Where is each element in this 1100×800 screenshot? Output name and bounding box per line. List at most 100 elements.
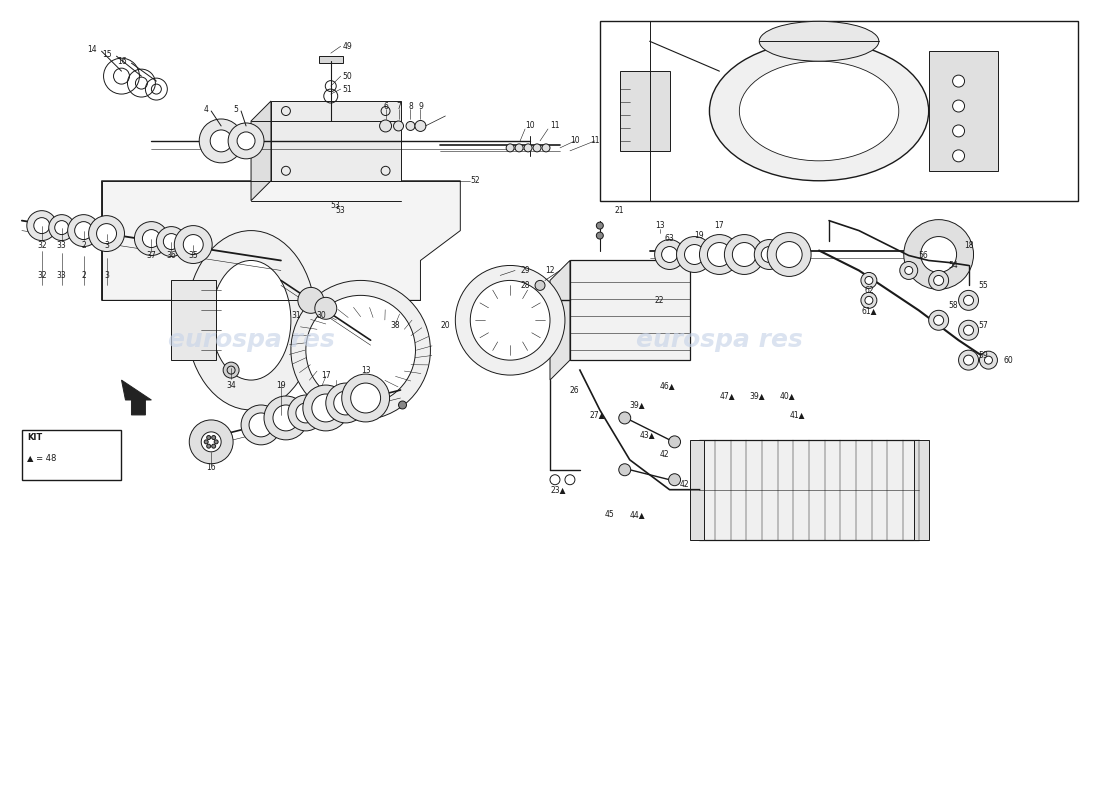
- Circle shape: [767, 233, 811, 277]
- Circle shape: [684, 245, 704, 265]
- Text: eurospa res: eurospa res: [636, 328, 803, 352]
- Text: 21: 21: [615, 206, 625, 215]
- Bar: [700, 440, 918, 539]
- Text: 32: 32: [37, 241, 46, 250]
- Text: 10: 10: [525, 122, 535, 130]
- Circle shape: [761, 246, 778, 262]
- Circle shape: [904, 220, 974, 290]
- Circle shape: [97, 224, 117, 243]
- Circle shape: [75, 222, 92, 239]
- Circle shape: [596, 222, 603, 229]
- Text: 52: 52: [471, 176, 480, 186]
- Circle shape: [306, 295, 416, 405]
- Bar: [172, 281, 217, 360]
- Circle shape: [953, 75, 965, 87]
- Text: 42: 42: [660, 450, 669, 459]
- Text: 37: 37: [146, 251, 156, 260]
- Circle shape: [210, 130, 232, 152]
- Circle shape: [953, 100, 965, 112]
- Circle shape: [725, 234, 764, 274]
- Circle shape: [142, 230, 161, 247]
- Text: 61▲: 61▲: [861, 306, 877, 315]
- Circle shape: [535, 281, 544, 290]
- Circle shape: [326, 383, 365, 423]
- Circle shape: [264, 396, 308, 440]
- Bar: [570, 261, 690, 360]
- Text: 63: 63: [664, 234, 674, 243]
- Text: 8: 8: [408, 102, 412, 110]
- Circle shape: [953, 125, 965, 137]
- Circle shape: [207, 444, 211, 448]
- Circle shape: [661, 246, 678, 262]
- Text: 11: 11: [590, 137, 600, 146]
- Text: 26: 26: [570, 386, 580, 394]
- Text: 16: 16: [207, 463, 216, 472]
- Text: 34: 34: [227, 381, 236, 390]
- Text: 51: 51: [343, 85, 352, 94]
- Text: 32: 32: [37, 271, 46, 280]
- Text: 29: 29: [520, 266, 530, 275]
- Text: 46▲: 46▲: [660, 381, 675, 390]
- Circle shape: [654, 239, 684, 270]
- Text: 53: 53: [336, 206, 345, 215]
- Circle shape: [964, 326, 974, 335]
- Circle shape: [68, 214, 100, 246]
- Circle shape: [211, 444, 216, 448]
- Text: 59: 59: [979, 350, 988, 360]
- Text: 4: 4: [204, 105, 209, 114]
- Text: 44▲: 44▲: [629, 510, 646, 519]
- Bar: [619, 71, 670, 151]
- Circle shape: [900, 262, 917, 279]
- Circle shape: [394, 121, 404, 131]
- Circle shape: [905, 266, 913, 274]
- Circle shape: [619, 464, 630, 476]
- Circle shape: [48, 214, 75, 241]
- Text: 23▲: 23▲: [550, 485, 565, 494]
- Circle shape: [979, 351, 998, 369]
- Text: 40▲: 40▲: [779, 390, 795, 399]
- Circle shape: [861, 292, 877, 308]
- Circle shape: [273, 405, 299, 431]
- Circle shape: [964, 355, 974, 365]
- Circle shape: [184, 234, 204, 254]
- Text: 3: 3: [104, 271, 109, 280]
- Circle shape: [455, 266, 565, 375]
- Text: 6: 6: [383, 102, 388, 110]
- Text: 19: 19: [276, 381, 286, 390]
- Text: 17: 17: [321, 370, 331, 379]
- Bar: [928, 51, 999, 170]
- Circle shape: [669, 474, 681, 486]
- Circle shape: [958, 290, 979, 310]
- Text: 31: 31: [292, 310, 300, 320]
- Text: 45: 45: [605, 510, 615, 519]
- Circle shape: [928, 270, 948, 290]
- Polygon shape: [381, 390, 406, 408]
- Circle shape: [311, 394, 340, 422]
- Text: 33: 33: [57, 241, 67, 250]
- Text: 56: 56: [918, 251, 928, 260]
- Circle shape: [315, 298, 337, 319]
- Text: 9: 9: [418, 102, 422, 110]
- Circle shape: [934, 275, 944, 286]
- Text: 54: 54: [948, 261, 958, 270]
- Circle shape: [249, 413, 273, 437]
- Circle shape: [379, 120, 392, 132]
- Circle shape: [201, 432, 221, 452]
- Text: 5: 5: [233, 105, 239, 114]
- Ellipse shape: [186, 230, 316, 410]
- Circle shape: [134, 222, 168, 255]
- Circle shape: [733, 242, 757, 266]
- Circle shape: [89, 216, 124, 251]
- Circle shape: [777, 242, 802, 267]
- Bar: [22, 430, 121, 480]
- Circle shape: [351, 383, 381, 413]
- Text: KIT: KIT: [26, 434, 42, 442]
- Polygon shape: [121, 380, 152, 415]
- Circle shape: [669, 436, 681, 448]
- Polygon shape: [271, 101, 400, 181]
- Text: 18: 18: [964, 241, 974, 250]
- Text: 57: 57: [979, 321, 988, 330]
- Text: 28: 28: [520, 281, 529, 290]
- Circle shape: [238, 132, 255, 150]
- Circle shape: [542, 144, 550, 152]
